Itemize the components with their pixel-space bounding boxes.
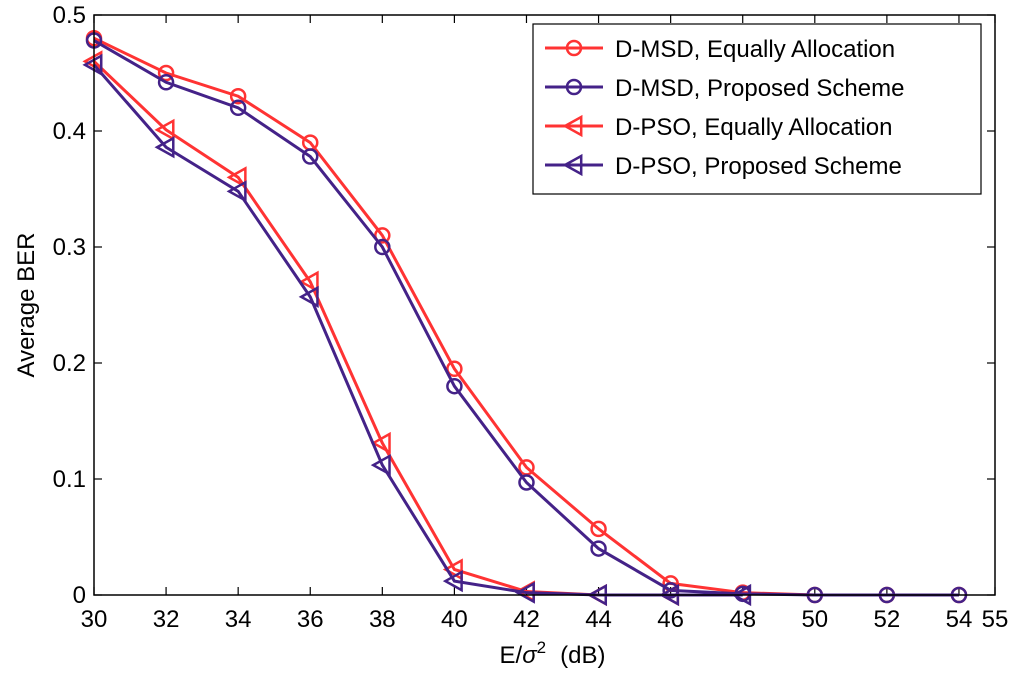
x-tick-label: 50 [801,606,828,633]
legend-label: D-PSO, Proposed Scheme [615,153,902,180]
y-tick-label: 0.1 [53,466,86,493]
x-tick-label: 30 [81,606,108,633]
x-tick-label: 55 [982,606,1009,633]
data-point-triangle [298,285,319,309]
y-tick-label: 0.5 [53,2,86,29]
data-point-circle [590,520,607,538]
y-tick-label: 0 [73,582,86,609]
x-axis-label-sigma: σ [522,642,538,669]
data-point-circle [565,39,583,57]
x-tick-label: 46 [657,606,684,633]
data-point-triangle [442,569,463,593]
y-axis-label: Average BER [13,233,40,378]
data-point-triangle [226,166,247,189]
tick-group [93,14,996,596]
data-point-triangle [226,180,247,203]
x-axis-label-superscript: 2 [537,638,546,657]
x-tick-label: 54 [946,606,973,633]
tick-label-group: 30 32 34 36 38 40 42 44 46 48 50 52 54 55 0 0.1 0.2 0.3 0.… [53,2,1009,633]
data-point-circle [229,99,247,117]
x-tick-label: 36 [297,606,324,633]
x-tick-label: 34 [225,606,252,633]
x-tick-label: 52 [874,606,901,633]
x-tick-label: 42 [513,606,540,633]
data-point-circle [301,148,319,165]
legend-entry: D-PSO, Equally Allocation [545,114,892,141]
data-point-circle [229,87,247,105]
legend-entry: D-MSD, Proposed Scheme [545,75,904,102]
x-tick-label: 44 [585,606,612,633]
data-point-circle [518,474,535,491]
x-tick-label: 32 [153,606,180,633]
legend-label: D-MSD, Proposed Scheme [615,75,904,102]
data-point-triangle [370,453,391,477]
data-point-triangle [154,118,175,141]
x-axis-label: E/σ2 (dB) [500,638,606,669]
x-tick-label: 40 [441,606,468,633]
data-point-circle [157,64,175,82]
x-tick-label: 48 [729,606,756,633]
data-point-triangle [562,153,583,177]
legend-box [532,23,982,195]
legend-label: D-PSO, Equally Allocation [615,114,892,141]
x-axis-label-prefix: E/ [500,642,523,669]
data-point-circle [590,540,607,557]
y-tick-label: 0.4 [53,118,86,145]
plot-frame [93,14,996,596]
data-point-circle [446,377,463,395]
y-tick-label: 0.3 [53,234,86,261]
data-point-circle [374,227,391,244]
data-point-triangle [154,136,175,159]
legend-entry: D-MSD, Equally Allocation [545,36,895,63]
data-point-triangle [514,581,535,604]
x-tick-label: 38 [369,606,396,633]
legend-label: D-MSD, Equally Allocation [615,36,895,63]
legend-entry: D-PSO, Proposed Scheme [545,153,902,180]
data-point-circle [565,78,583,96]
data-point-circle [374,238,391,256]
x-axis-label-units: (dB) [560,642,605,669]
y-tick-label: 0.2 [53,350,86,377]
legend-items: D-MSD, Equally Allocation D-MSD, Proposed… [545,36,904,180]
data-point-triangle [562,114,583,138]
data-point-circle [446,360,463,378]
data-point-circle [157,74,175,91]
legend: D-MSD, Equally Allocation D-MSD, Proposed… [532,23,982,195]
data-point-triangle [298,270,319,293]
data-point-triangle [442,558,463,581]
data-point-triangle [82,53,103,77]
data-point-triangle [370,431,391,455]
